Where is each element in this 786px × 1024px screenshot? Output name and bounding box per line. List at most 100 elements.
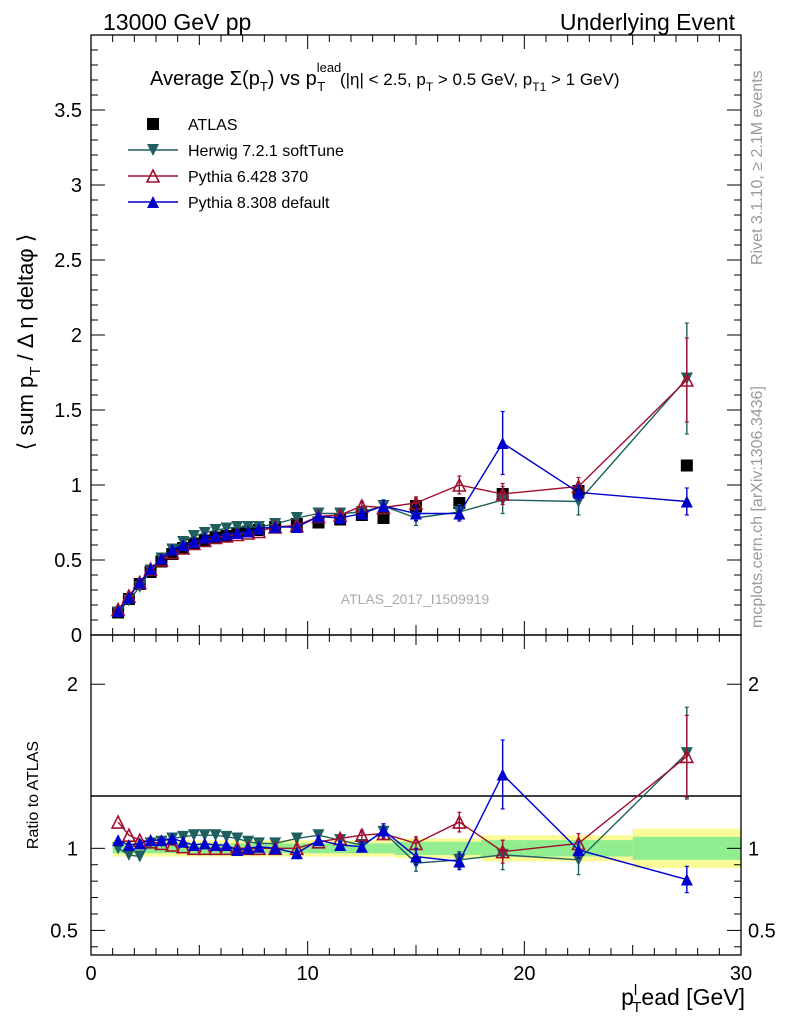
x-tick-label: 30 xyxy=(730,963,752,985)
ratio-data-point xyxy=(572,843,585,856)
ratio-y-tick-label-left: 2 xyxy=(67,674,78,696)
header-right: Underlying Event xyxy=(560,9,736,35)
x-tick-label: 10 xyxy=(297,963,319,985)
main-series-3 xyxy=(112,410,693,617)
main-data-point xyxy=(133,576,146,589)
ratio-data-point xyxy=(269,842,282,855)
main-data-point xyxy=(290,521,303,533)
legend-label: Pythia 6.428 370 xyxy=(188,169,308,186)
main-data-point xyxy=(453,507,466,520)
legend-label: ATLAS xyxy=(188,117,238,134)
uncertainty-band-stat xyxy=(437,841,481,855)
ratio-data-point xyxy=(133,850,146,863)
ratio-data-point xyxy=(452,814,467,829)
main-data-point xyxy=(680,459,693,472)
main-data-point xyxy=(166,543,179,556)
legend-marker xyxy=(147,144,159,156)
main-data-point xyxy=(220,528,233,541)
main-data-point xyxy=(144,563,157,575)
main-data-point xyxy=(495,486,510,501)
main-data-point xyxy=(252,522,265,535)
ratio-data-point xyxy=(187,829,200,842)
main-data-point xyxy=(377,500,390,512)
main-data-point xyxy=(496,437,509,449)
ratio-data-point xyxy=(177,835,190,848)
ratio-data-point xyxy=(334,839,347,852)
ratio-data-point xyxy=(377,824,390,837)
ratio-data-point xyxy=(679,748,695,764)
ratio-data-point xyxy=(290,832,303,845)
uncertainty-band-stat xyxy=(166,843,178,854)
main-data-point xyxy=(312,510,325,523)
uncertainty-band-stat xyxy=(156,843,167,854)
main-series-2 xyxy=(110,337,695,617)
ratio-data-point xyxy=(312,834,325,847)
ratio-y-tick-label-right: 0.5 xyxy=(748,920,776,942)
ratio-data-point xyxy=(252,840,265,853)
legend-marker xyxy=(147,118,159,130)
x-axis-label: pl Tead [GeV] xyxy=(621,982,745,1016)
main-data-point xyxy=(680,495,693,508)
ratio-data-point xyxy=(155,834,168,847)
legend-entry: ATLAS xyxy=(147,117,238,134)
ratio-data-point xyxy=(144,834,157,847)
ratio-y-tick-label-left: 1 xyxy=(67,838,78,860)
main-data-point xyxy=(410,507,422,520)
ratio-data-point xyxy=(680,873,693,886)
y-tick-label: 2.5 xyxy=(54,250,82,272)
main-data-point xyxy=(122,591,135,604)
ratio-data-point xyxy=(231,832,244,845)
main-data-point xyxy=(334,512,347,524)
uncertainty-band-stat xyxy=(372,843,395,854)
x-tick-label: 20 xyxy=(513,963,535,985)
ratio-series-2 xyxy=(112,739,693,894)
main-data-point xyxy=(452,477,467,492)
rivet-label: Rivet 3.1.10, ≥ 2.1M events xyxy=(749,70,766,265)
ratio-data-point xyxy=(453,855,466,868)
y-tick-label: 0 xyxy=(71,625,82,647)
y-tick-label: 1 xyxy=(71,475,82,497)
ratio-data-point xyxy=(198,829,211,842)
ratio-data-point xyxy=(122,848,135,861)
legend-entry: Pythia 6.428 370 xyxy=(128,168,308,186)
ratio-data-point xyxy=(220,830,233,843)
legend-label: Herwig 7.2.1 softTune xyxy=(188,143,344,160)
ratio-data-point xyxy=(122,839,135,852)
ratio-data-point xyxy=(220,839,233,852)
ratio-y-tick-label-right: 1 xyxy=(748,838,759,860)
legend-marker xyxy=(145,168,161,183)
main-data-point xyxy=(355,507,368,520)
ratio-data-point xyxy=(495,843,510,859)
main-data-point xyxy=(177,539,190,551)
legend-marker xyxy=(147,196,159,208)
uncertainty-band-stat xyxy=(632,836,741,860)
main-data-point xyxy=(155,552,168,565)
y-tick-label: 2 xyxy=(71,325,82,347)
ratio-data-point xyxy=(355,840,368,853)
header-left: 13000 GeV pp xyxy=(103,9,251,35)
ratio-data-point xyxy=(410,850,422,863)
y-tick-label: 0.5 xyxy=(54,550,82,572)
main-data-point xyxy=(572,486,585,499)
ratio-data-point xyxy=(110,814,126,829)
ratio-data-point xyxy=(209,839,222,852)
main-data-point xyxy=(242,525,255,538)
ratio-y-tick-label-left: 0.5 xyxy=(50,920,78,942)
ratio-data-point xyxy=(290,847,303,860)
ratio-y-tick-label-right: 2 xyxy=(748,674,759,696)
main-ylabel: ⟨ sum pT / Δ η deltaφ ⟩ xyxy=(13,234,44,451)
main-data-point xyxy=(198,531,211,544)
main-data-point xyxy=(269,521,282,533)
ratio-data-point xyxy=(164,837,180,852)
ratio-data-point xyxy=(112,834,125,847)
ratio-data-point xyxy=(572,853,585,866)
main-data-point xyxy=(112,605,125,617)
main-data-point xyxy=(679,372,695,387)
legend-label: Pythia 8.308 default xyxy=(188,195,330,212)
main-title: Average Σ(pT) vs plead T (|η| < 2.5, pT >… xyxy=(150,60,620,94)
ratio-panel: 0.5 0.5 1 1 2 2 0 10 20 30 Ratio to ATLAS pl Tead… xyxy=(25,634,776,1016)
y-tick-label: 3 xyxy=(71,175,82,197)
ratio-ylabel: Ratio to ATLAS xyxy=(25,741,42,849)
main-data-point xyxy=(187,536,200,548)
y-tick-label: 1.5 xyxy=(54,400,82,422)
